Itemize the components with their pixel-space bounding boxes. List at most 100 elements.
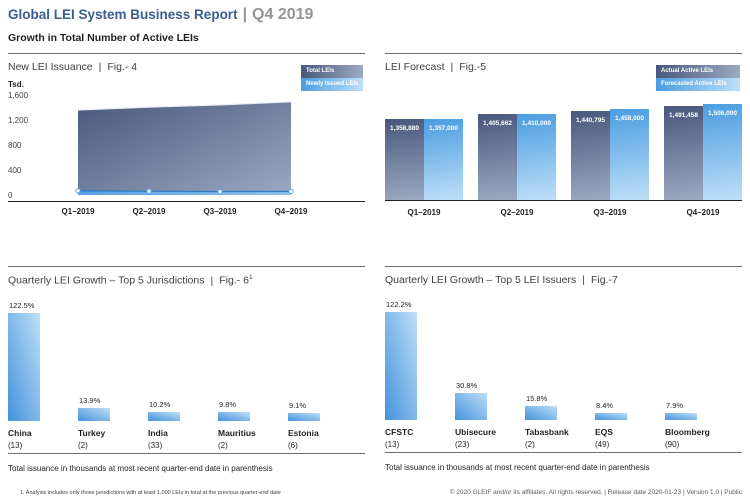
- fig5-x-label: Q3–2019: [593, 208, 627, 217]
- fig4-legend: Total LEIs Newly Issued LEIs: [301, 65, 363, 91]
- pct-bar-column: 30.8% Ubisecure (23): [455, 296, 525, 449]
- fig6-title-pipe: |: [210, 274, 214, 287]
- category-name-label: CFSTC: [385, 427, 414, 437]
- fig5-title-row: LEI Forecast | Fig.-5: [385, 61, 742, 73]
- fig4-y-tick: 0: [8, 191, 13, 200]
- fig7-title: Quarterly LEI Growth – Top 5 LEI Issuers: [385, 274, 577, 286]
- forecast-bar-value: 1,458,000: [615, 115, 644, 123]
- top5-lei-issuers-chart: 122.2% CFSTC (13) 30.8% Ubisecure (23) 15.8% Ta…: [385, 296, 742, 449]
- lei-forecast-plot: 1,358,880 1,357,000 1,405,662 1,410,000 1,44…: [385, 100, 742, 201]
- fig5-title-pipe: |: [450, 61, 454, 73]
- category-name-label: Mauritius: [218, 427, 256, 438]
- newly-issued-marker: [75, 188, 81, 194]
- forecast-bar-value: 1,410,000: [522, 120, 551, 127]
- pct-value-label: 9.8%: [219, 399, 237, 409]
- fig6-fig-label: Fig.- 6: [219, 274, 249, 287]
- footnote: 1. Analysis includes only those jurisdic…: [20, 490, 281, 496]
- fig4-x-label: Q3–2019: [204, 207, 237, 216]
- forecast-bar-group: 1,358,880 1,357,000: [385, 119, 463, 200]
- pct-value-label: 13.9%: [79, 396, 101, 406]
- category-total-label: (2): [218, 440, 228, 450]
- pct-bar-column: 9.8% Mauritius (2): [218, 297, 288, 450]
- fig5-fig-label: Fig.-5: [459, 61, 487, 73]
- fig5-x-label: Q4–2019: [686, 208, 720, 217]
- forecasted-active-leis-bar: 1,506,000: [703, 104, 742, 200]
- panel-top5-jurisdictions: Quarterly LEI Growth – Top 5 Jurisdictio…: [8, 266, 365, 478]
- fig7-title-row: Quarterly LEI Growth – Top 5 LEI Issuers…: [385, 274, 742, 286]
- pct-value-label: 7.9%: [666, 401, 684, 410]
- actual-active-leis-bar: 1,405,662: [478, 114, 517, 200]
- copyright: © 2020 GLEIF and/or its affiliates. All …: [449, 489, 742, 496]
- page-footer: 1. Analysis includes only those jurisdic…: [8, 489, 742, 496]
- pct-bar-column: 15.8% Tabasbank (2): [525, 296, 595, 449]
- pct-bar: [78, 408, 110, 421]
- fig6-rule: [8, 452, 365, 454]
- fig6-fig-superscript: 1: [248, 274, 253, 281]
- pct-bar-column: 122.2% CFSTC (13): [385, 296, 455, 449]
- pct-bar-column: 9.1% Estonia (6): [288, 297, 350, 450]
- fig7-fig-label: Fig.-7: [590, 274, 618, 286]
- category-name-label: Turkey: [78, 427, 106, 438]
- fig4-x-label: Q2–2019: [133, 207, 166, 216]
- pct-bar: [8, 312, 40, 421]
- newly-issued-marker: [288, 188, 294, 195]
- actual-active-leis-bar: 1,358,880: [385, 119, 424, 200]
- fig4-legend-total-leis: Total LEIs: [301, 65, 363, 78]
- newly-issued-line: [77, 190, 292, 193]
- new-lei-issuance-chart: 0 400 800 1,200 1,600 Q1–2019 Q2–2019 Q3–2019 Q4…: [8, 91, 365, 216]
- fig5-legend-actual: Actual Active LEIs: [656, 65, 740, 78]
- newly-issued-marker: [146, 188, 152, 194]
- category-total-label: (23): [455, 440, 470, 449]
- fig7-rule: [385, 452, 742, 453]
- panel-new-lei-issuance: New LEI Issuance | Fig.- 4 Total LEIs Newl…: [8, 53, 365, 266]
- pct-bar: [525, 406, 557, 420]
- pct-value-label: 10.2%: [149, 399, 171, 409]
- pct-bar: [665, 413, 697, 420]
- forecasted-active-leis-bar: 1,410,000: [517, 114, 556, 200]
- pct-bar: [455, 392, 487, 420]
- fig4-title-pipe: |: [98, 61, 102, 73]
- actual-active-leis-bar: 1,440,795: [571, 110, 610, 200]
- fig4-y-tick: 400: [8, 166, 22, 175]
- pct-bar: [288, 412, 320, 421]
- pct-bar-column: 10.2% India (33): [148, 297, 218, 450]
- fig4-legend-newly-issued: Newly Issued LEIs: [301, 78, 363, 91]
- category-total-label: (13): [385, 440, 400, 449]
- panel-top5-lei-issuers: Quarterly LEI Growth – Top 5 LEI Issuers…: [385, 266, 742, 478]
- pct-value-label: 122.2%: [386, 300, 412, 310]
- report-header: Global LEI System Business Report | Q4 201…: [8, 6, 742, 44]
- fig4-title-row: New LEI Issuance | Fig.- 4: [8, 61, 365, 73]
- panel-lei-forecast: LEI Forecast | Fig.-5 Actual Active LEIs F…: [385, 53, 742, 266]
- forecast-bar-group: 1,491,458 1,506,000: [664, 104, 742, 200]
- category-total-label: (49): [595, 440, 610, 449]
- fig4-unit-label: Tsd.: [8, 80, 24, 89]
- fig4-y-tick: 1,600: [8, 91, 29, 100]
- category-total-label: (2): [525, 440, 535, 449]
- category-name-label: India: [148, 427, 168, 438]
- fig5-legend: Actual Active LEIs Forecasted Active LEI…: [656, 65, 740, 91]
- title-separator: |: [242, 6, 248, 23]
- fig4-fig-label: Fig.- 4: [107, 61, 138, 73]
- category-name-label: Tabasbank: [525, 427, 569, 437]
- fig5-title: LEI Forecast: [385, 61, 445, 73]
- charts-grid: New LEI Issuance | Fig.- 4 Total LEIs Newl…: [8, 53, 742, 478]
- top5-jurisdictions-chart: 122.5% China (13) 13.9% Turkey (2) 10.2% India (…: [8, 297, 365, 450]
- fig4-x-label: Q1–2019: [62, 207, 95, 216]
- lei-forecast-categories: Q1–2019 Q2–2019 Q3–2019 Q4–2019: [385, 208, 742, 217]
- fig5-x-label: Q1–2019: [407, 208, 441, 217]
- total-leis-area: [78, 101, 291, 195]
- actual-bar-value: 1,491,458: [669, 111, 698, 119]
- pct-bar: [148, 411, 180, 421]
- pct-value-label: 8.4%: [596, 400, 614, 410]
- fig6-title: Quarterly LEI Growth – Top 5 Jurisdictio…: [8, 274, 205, 287]
- actual-bar-value: 1,358,880: [390, 125, 419, 133]
- category-name-label: Bloomberg: [665, 427, 710, 437]
- category-name-label: Estonia: [288, 427, 319, 438]
- report-title-row: Global LEI System Business Report | Q4 201…: [8, 6, 742, 24]
- fig6-title-row: Quarterly LEI Growth – Top 5 Jurisdictio…: [8, 274, 365, 287]
- report-subtitle: Growth in Total Number of Active LEIs: [8, 32, 199, 44]
- pct-bar-column: 8.4% EQS (49): [595, 296, 665, 449]
- fig4-y-tick: 1,200: [8, 116, 29, 125]
- pct-value-label: 122.5%: [9, 300, 35, 310]
- pct-bar: [218, 411, 250, 421]
